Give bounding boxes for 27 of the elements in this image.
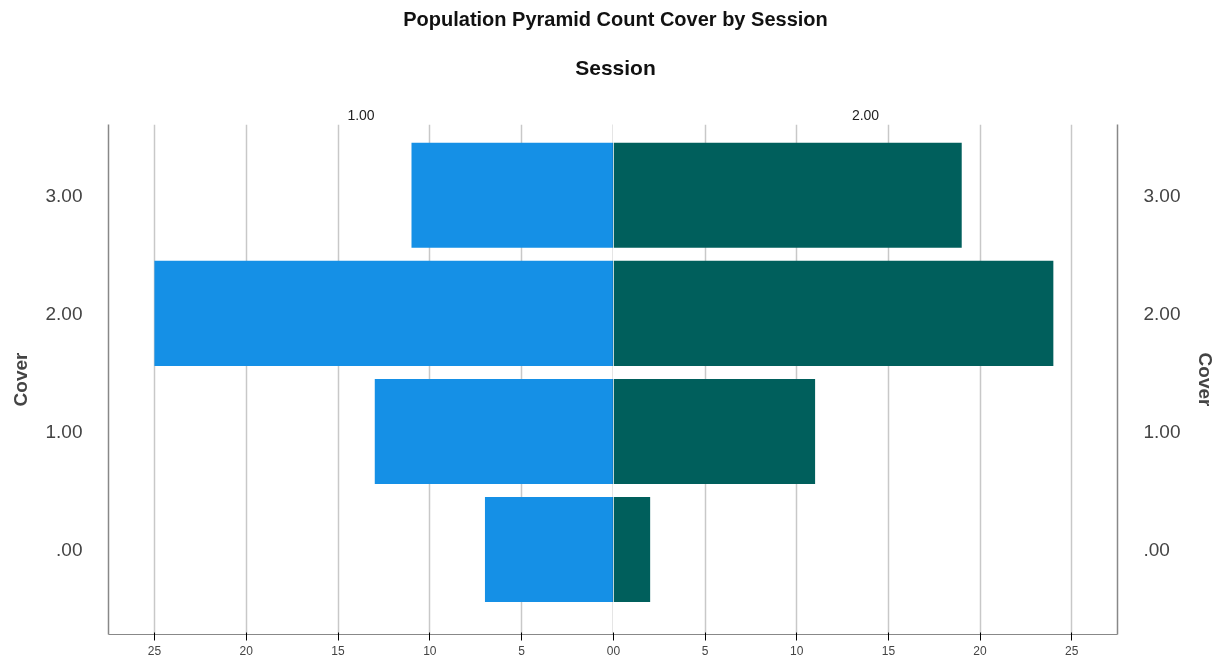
x-tick-label: 0 — [613, 643, 621, 658]
y-tick-label: 3.00 — [1143, 184, 1181, 206]
bar — [613, 496, 651, 603]
text: Session — [575, 55, 656, 81]
chart-title: 1.00 — [347, 106, 375, 123]
x-tick-label: 10 — [423, 643, 437, 658]
y-tick-label: 2.00 — [1143, 302, 1181, 324]
y-tick-label: 3.00 — [45, 184, 83, 206]
text: Population Pyramid Count Cover by Session — [403, 7, 828, 32]
y-tick-label: .00 — [1143, 539, 1170, 560]
x-tick-label: 15 — [331, 643, 346, 658]
x-tick-label: 10 — [790, 643, 804, 658]
x-tick-label: 15 — [881, 643, 896, 658]
x-tick-label: 25 — [147, 643, 162, 658]
y-axis-title: Cover — [1195, 352, 1217, 408]
x-tick-label: 5 — [701, 643, 709, 658]
x-tick-label: 20 — [973, 643, 988, 658]
y-tick-label: 1.00 — [45, 420, 83, 442]
y-tick-label: 2.00 — [45, 302, 83, 324]
x-tick-label: 5 — [518, 643, 526, 658]
x-tick-label: 25 — [1065, 643, 1079, 658]
y-tick-label: .00 — [56, 539, 83, 560]
y-axis-title: Cover — [9, 351, 31, 407]
x-tick-label: 0 — [606, 643, 614, 658]
x-tick-label: 20 — [239, 643, 254, 658]
y-tick-label: 1.00 — [1143, 420, 1181, 442]
chart-title: 2.00 — [851, 106, 880, 123]
